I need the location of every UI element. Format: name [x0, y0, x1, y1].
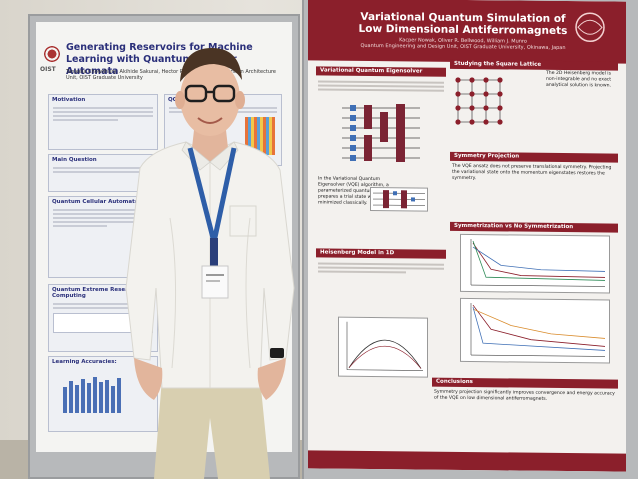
ansatz-circuit-diagram	[370, 186, 428, 212]
section-heisenberg-1d-header: Heisenberg Model in 1D	[316, 248, 446, 259]
oist-emblem-icon	[575, 12, 605, 43]
person-presenter	[125, 48, 295, 479]
left-hand	[134, 358, 163, 400]
right-poster-title: Variational Quantum Simulation of Low Di…	[358, 10, 568, 38]
left-poster-title: Generating Reservoirs for Machine Learni…	[66, 42, 253, 77]
conclusions-text: Symmetry projection significantly improv…	[434, 389, 615, 402]
left-section-motivation: Motivation	[48, 94, 158, 150]
square-lattice-diagram	[455, 77, 503, 125]
right-poster: Variational Quantum Simulation of Low Di…	[308, 0, 626, 472]
smile	[197, 117, 223, 124]
vqe-circuit-diagram	[342, 104, 420, 162]
oist-logo-icon	[42, 44, 62, 64]
convergence-plot-bottom	[460, 297, 610, 364]
right-hand	[257, 358, 286, 400]
left-poster-authors: Tanjeela Chowdhury, Akihide Sakurai, Hec…	[66, 69, 277, 81]
hair	[180, 48, 242, 82]
section-conclusions-header: Conclusions	[432, 377, 618, 389]
right-poster-footer	[308, 450, 626, 472]
left-poster-logo-text: OIST	[40, 66, 56, 73]
convergence-plot-top	[460, 233, 610, 294]
trousers	[154, 378, 270, 479]
glasses-icon	[184, 84, 236, 103]
lanyard-clip	[210, 238, 218, 268]
section-square-lattice-header: Studying the Square Lattice	[450, 59, 618, 71]
accuracy-bar-chart	[63, 377, 121, 413]
symmetry-projection-text: The VQE ansatz does not preserve transla…	[452, 163, 612, 182]
heisenberg-2d-text: The 2D Heisenberg model is non-integrabl…	[546, 70, 612, 89]
vqe-intro-text	[318, 78, 444, 93]
face	[180, 60, 240, 136]
energy-curve-plot	[338, 316, 428, 378]
shirt-pocket	[229, 205, 257, 237]
section-vqe-header: Variational Quantum Eigensolver	[316, 66, 446, 77]
wristwatch-icon	[270, 348, 284, 358]
section-symmetry-projection-header: Symmetry Projection	[450, 151, 618, 163]
right-poster-authors: Kacper Nowak, Oliver R. Bellwood, Willia…	[360, 37, 566, 52]
section-symmetrization-header: Symmetrization vs No Symmetrization	[450, 221, 618, 233]
heisenberg-1d-text	[318, 260, 444, 275]
